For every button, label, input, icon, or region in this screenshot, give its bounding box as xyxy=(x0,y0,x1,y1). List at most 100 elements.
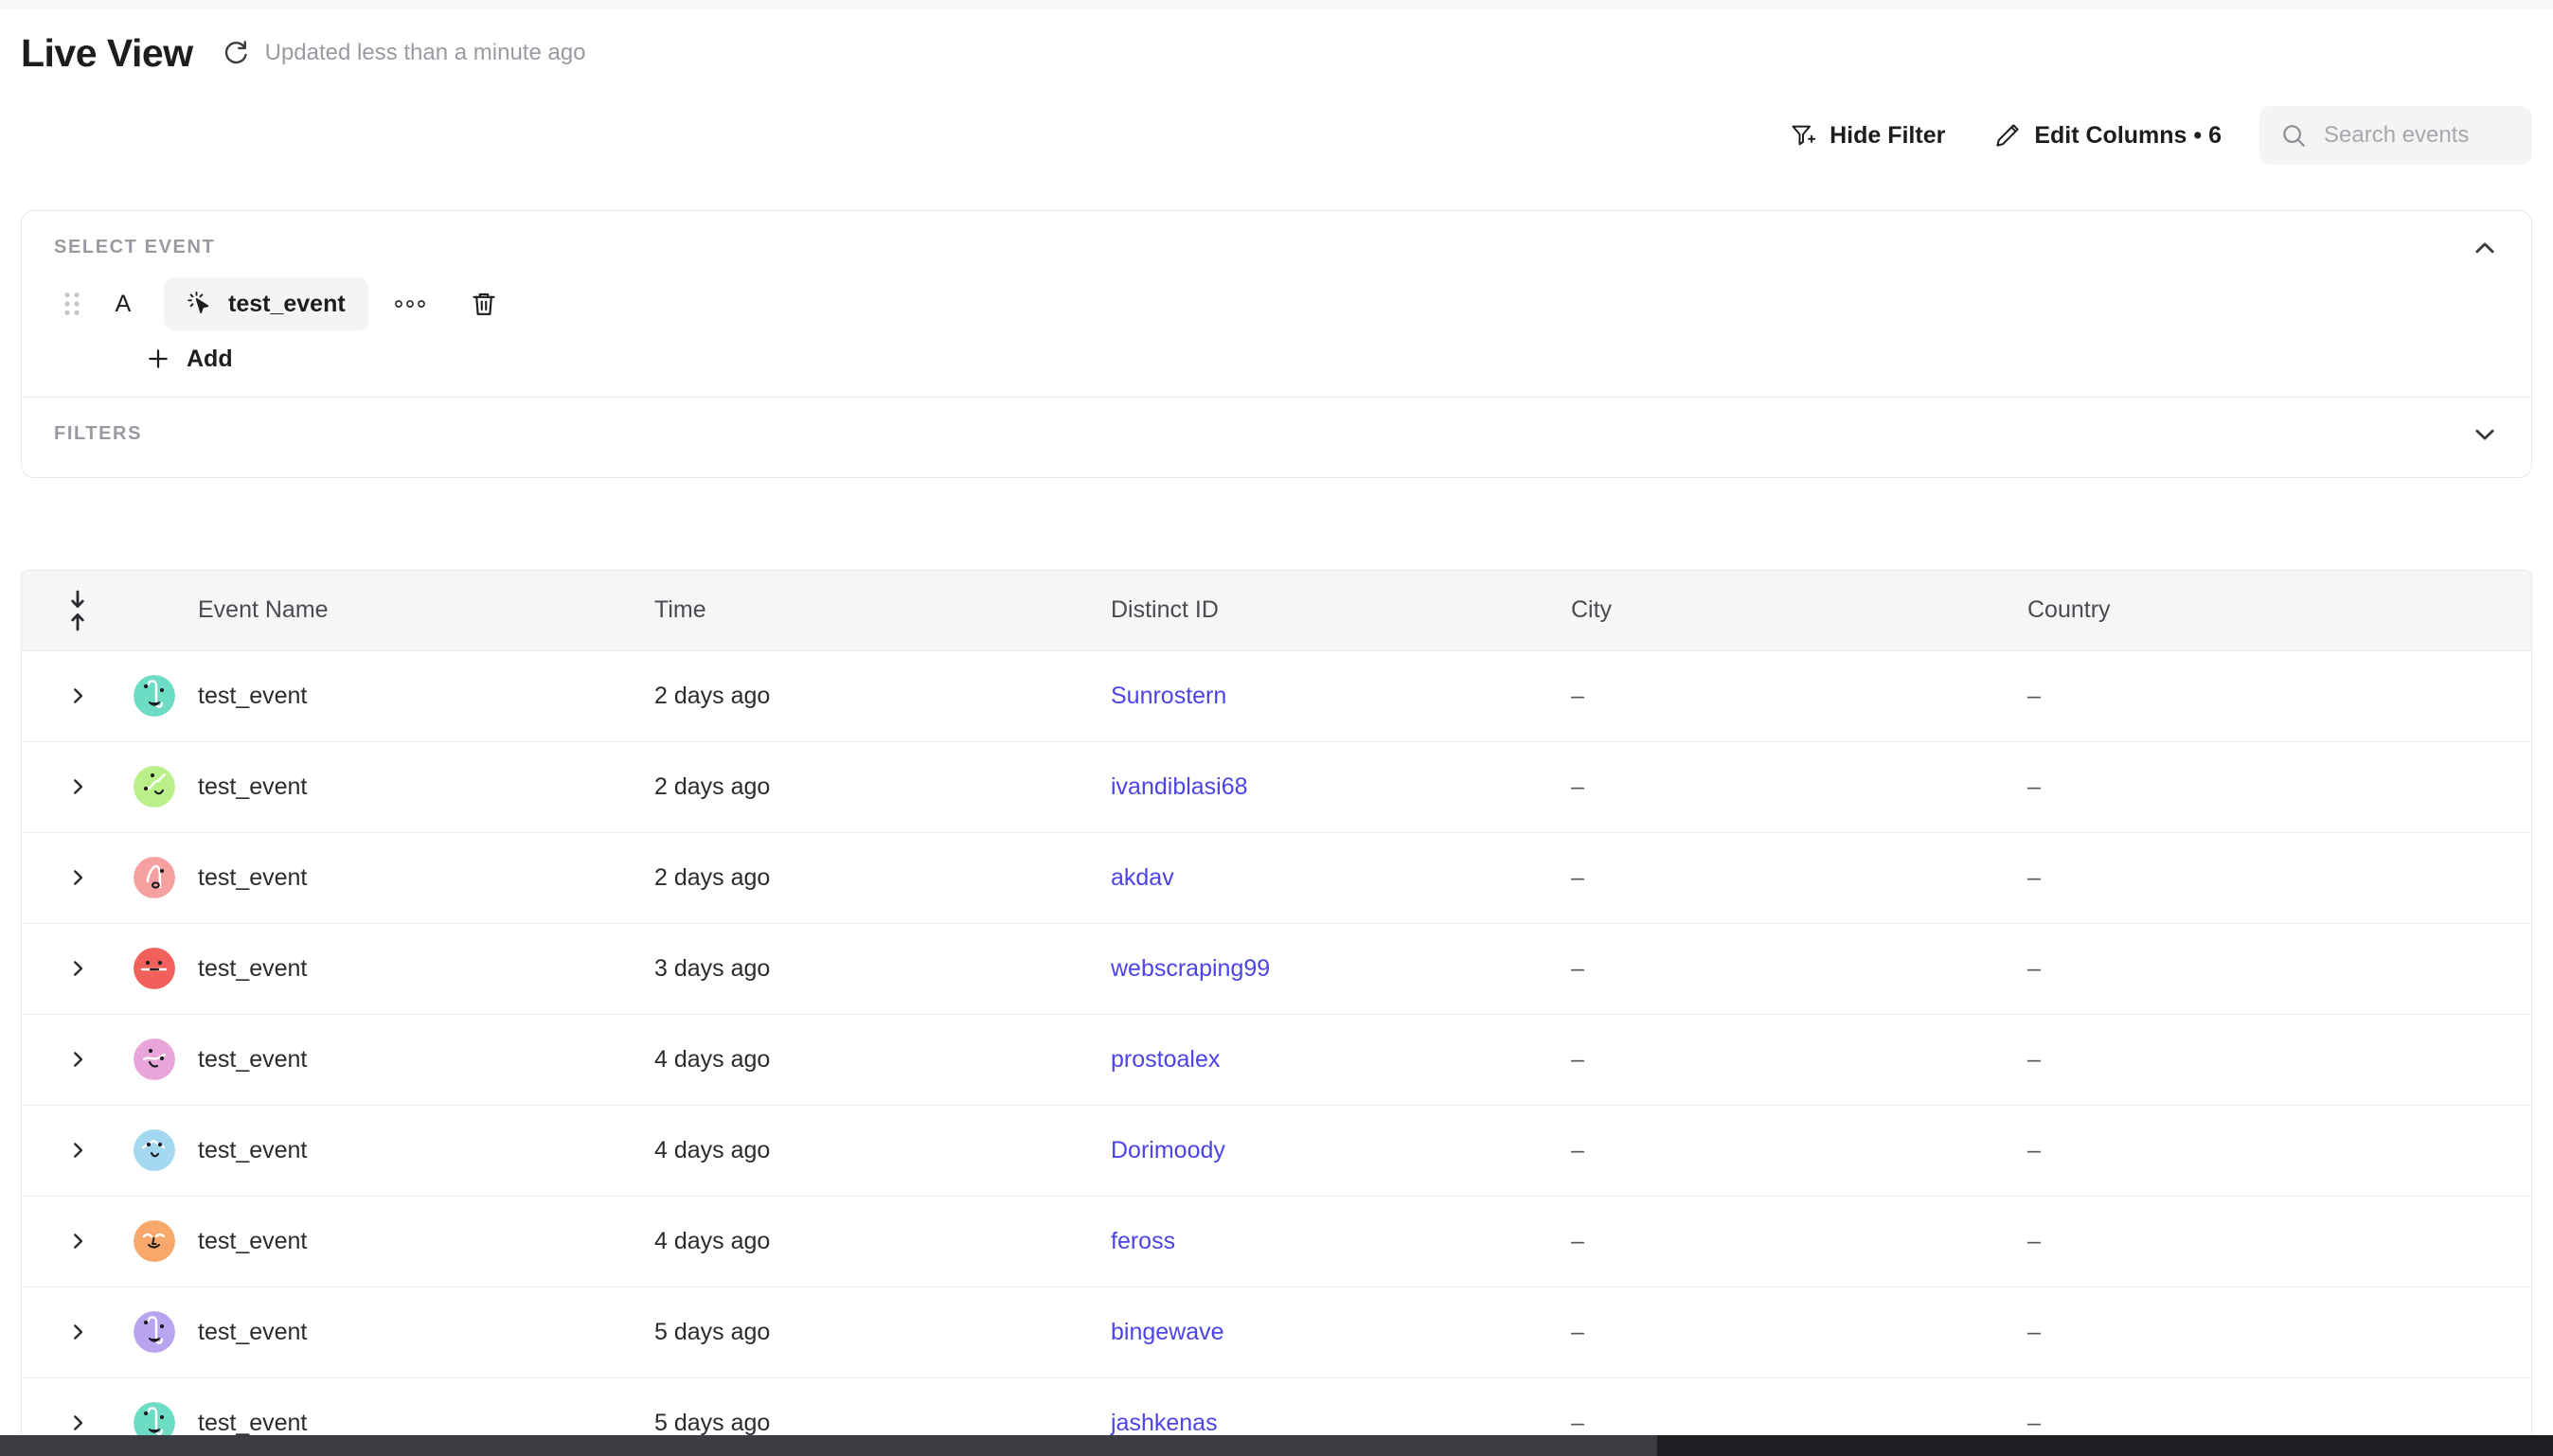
row-expand-cell[interactable] xyxy=(22,1014,134,1105)
filters-expand-button[interactable] xyxy=(2471,420,2499,449)
search-icon xyxy=(2280,122,2307,149)
column-header-country[interactable]: Country xyxy=(2027,596,2111,624)
hide-filter-button[interactable]: Hide Filter xyxy=(1765,106,1970,165)
distinct-id-link[interactable]: akdav xyxy=(1111,863,1174,891)
cell-distinct-id[interactable]: webscraping99 xyxy=(1111,923,1571,1014)
refresh-status: Updated less than a minute ago xyxy=(222,39,586,67)
cell-time: 5 days ago xyxy=(654,1409,771,1436)
cell-distinct-id[interactable]: Dorimoody xyxy=(1111,1105,1571,1196)
cell-distinct-id[interactable]: akdav xyxy=(1111,832,1571,923)
table-row[interactable]: test_event 2 days ago Sunrostern – – xyxy=(22,650,2531,741)
row-expand-cell[interactable] xyxy=(22,1287,134,1377)
event-delete-button[interactable] xyxy=(463,283,505,325)
cell-city: – xyxy=(1571,1136,1584,1163)
chevron-right-icon xyxy=(67,867,88,888)
distinct-id-link[interactable]: bingewave xyxy=(1111,1318,1224,1345)
table-row[interactable]: test_event 3 days ago webscraping99 – – xyxy=(22,923,2531,1014)
table-row[interactable]: test_event 4 days ago Dorimoody – – xyxy=(22,1105,2531,1196)
cell-distinct-id[interactable]: Sunrostern xyxy=(1111,650,1571,741)
row-expand-button[interactable] xyxy=(59,1313,97,1351)
cell-city: – xyxy=(1571,1409,1584,1436)
cell-time: 2 days ago xyxy=(654,772,771,800)
drag-handle-icon[interactable] xyxy=(62,292,86,316)
cell-distinct-id[interactable]: bingewave xyxy=(1111,1287,1571,1377)
search-input[interactable] xyxy=(2324,122,2511,149)
column-header-distinct-id[interactable]: Distinct ID xyxy=(1111,596,1219,624)
table-head: Event Name Time Distinct ID City Country xyxy=(22,571,2531,650)
row-expand-cell[interactable] xyxy=(22,1105,134,1196)
search-events-box[interactable] xyxy=(2259,106,2532,165)
row-avatar-cell xyxy=(134,650,198,741)
add-event-button[interactable]: Add xyxy=(145,346,233,372)
top-strip xyxy=(0,0,2553,9)
distinct-id-link[interactable]: jashkenas xyxy=(1111,1409,1218,1436)
filter-plus-icon xyxy=(1790,122,1816,149)
select-event-collapse-button[interactable] xyxy=(2471,234,2499,262)
horizontal-scrollbar-thumb[interactable] xyxy=(0,1435,1657,1456)
card-divider xyxy=(22,397,2531,398)
avatar xyxy=(134,1220,198,1262)
table-body: test_event 2 days ago Sunrostern – – tes… xyxy=(22,650,2531,1456)
row-expand-cell[interactable] xyxy=(22,1377,134,1456)
row-expand-button[interactable] xyxy=(59,677,97,715)
table-row[interactable]: test_event 4 days ago feross – – xyxy=(22,1196,2531,1287)
add-event-label: Add xyxy=(187,345,233,372)
column-header-time[interactable]: Time xyxy=(654,596,706,624)
table-row[interactable]: test_event 2 days ago akdav – – xyxy=(22,832,2531,923)
cell-distinct-id[interactable]: jashkenas xyxy=(1111,1377,1571,1456)
table-row[interactable]: test_event 4 days ago prostoalex – – xyxy=(22,1014,2531,1105)
event-selector-pill[interactable]: test_event xyxy=(164,277,368,330)
cell-time: 2 days ago xyxy=(654,863,771,891)
row-expand-button[interactable] xyxy=(59,1404,97,1442)
distinct-id-link[interactable]: webscraping99 xyxy=(1111,954,1271,982)
row-expand-cell[interactable] xyxy=(22,650,134,741)
filters-section[interactable]: FILTERS xyxy=(22,398,2531,477)
edit-columns-button[interactable]: Edit Columns • 6 xyxy=(1970,106,2246,165)
sort-column-header[interactable] xyxy=(22,571,134,650)
table-row[interactable]: test_event 5 days ago jashkenas – – xyxy=(22,1377,2531,1456)
table-row[interactable]: test_event 5 days ago bingewave – – xyxy=(22,1287,2531,1377)
avatar xyxy=(134,1402,198,1445)
select-event-section: SELECT EVENT xyxy=(22,211,2531,397)
row-expand-button[interactable] xyxy=(59,1222,97,1260)
cell-event-name: test_event xyxy=(198,1409,308,1436)
row-expand-cell[interactable] xyxy=(22,832,134,923)
plus-icon xyxy=(145,346,171,372)
event-row: A test_event xyxy=(54,277,2499,330)
events-table-element: Event Name Time Distinct ID City Country xyxy=(22,571,2531,1456)
page-header: Live View Updated less than a minute ago xyxy=(0,9,2553,97)
column-header-city[interactable]: City xyxy=(1571,596,1613,624)
row-expand-button[interactable] xyxy=(59,1040,97,1078)
row-avatar-cell xyxy=(134,1377,198,1456)
distinct-id-link[interactable]: ivandiblasi68 xyxy=(1111,772,1248,800)
distinct-id-link[interactable]: Sunrostern xyxy=(1111,682,1227,709)
cell-country: – xyxy=(2027,1227,2041,1254)
row-avatar-cell xyxy=(134,923,198,1014)
cell-city: – xyxy=(1571,1318,1584,1345)
cell-distinct-id[interactable]: ivandiblasi68 xyxy=(1111,741,1571,832)
row-expand-cell[interactable] xyxy=(22,923,134,1014)
row-expand-button[interactable] xyxy=(59,950,97,987)
refresh-icon[interactable] xyxy=(222,39,250,67)
cell-event-name: test_event xyxy=(198,1136,308,1163)
sort-updown-icon[interactable] xyxy=(63,590,92,631)
avatar xyxy=(134,675,198,717)
cell-event-name: test_event xyxy=(198,954,308,982)
cell-distinct-id[interactable]: prostoalex xyxy=(1111,1014,1571,1105)
cell-event-name: test_event xyxy=(198,772,308,800)
avatar xyxy=(134,766,198,808)
column-header-event-name[interactable]: Event Name xyxy=(198,596,329,624)
horizontal-scrollbar[interactable] xyxy=(0,1435,2553,1456)
cell-distinct-id[interactable]: feross xyxy=(1111,1196,1571,1287)
row-expand-button[interactable] xyxy=(59,859,97,897)
distinct-id-link[interactable]: feross xyxy=(1111,1227,1176,1254)
row-expand-cell[interactable] xyxy=(22,1196,134,1287)
row-expand-button[interactable] xyxy=(59,768,97,806)
row-expand-cell[interactable] xyxy=(22,741,134,832)
cell-time: 2 days ago xyxy=(654,682,771,709)
event-more-options-button[interactable] xyxy=(389,283,431,325)
distinct-id-link[interactable]: prostoalex xyxy=(1111,1045,1221,1073)
table-row[interactable]: test_event 2 days ago ivandiblasi68 – – xyxy=(22,741,2531,832)
row-expand-button[interactable] xyxy=(59,1131,97,1169)
distinct-id-link[interactable]: Dorimoody xyxy=(1111,1136,1225,1163)
